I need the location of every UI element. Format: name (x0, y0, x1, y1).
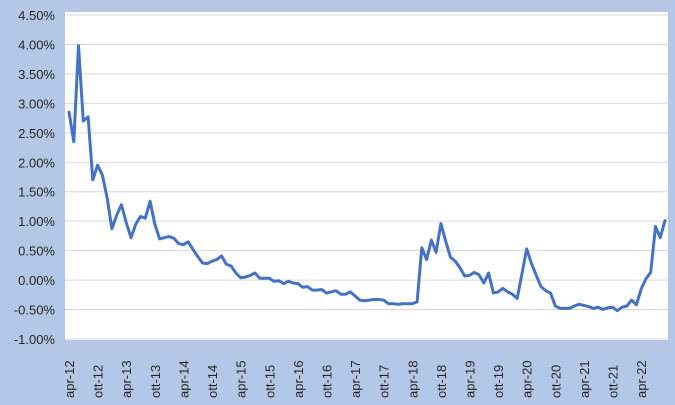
y-axis-tick-labels: 4.50% 4.00% 3.50% 3.00% 2.50% 2.00% 1.50% 1.00%… (14, 8, 56, 347)
plot-area (65, 12, 668, 340)
series-layer (67, 44, 667, 313)
x-tick-label: apr-12 (62, 360, 77, 398)
gridlines (65, 14, 668, 340)
x-tick-label: apr-20 (520, 360, 535, 398)
x-tick-label: apr-22 (634, 360, 649, 398)
y-tick-label: 0.50% (18, 244, 55, 259)
x-tick-label: apr-15 (234, 360, 249, 398)
y-tick-label: 2.50% (18, 126, 55, 141)
x-tick-label: apr-13 (119, 360, 134, 398)
x-tick-label: ott-12 (91, 365, 106, 398)
y-tick-label: 3.00% (18, 96, 55, 111)
x-axis-tick-labels: apr-12 ott-12 apr-13 ott-13 apr-14 ott-14 apr-… (62, 360, 649, 398)
y-tick-label: 1.00% (18, 214, 55, 229)
y-tick-label: 1.50% (18, 185, 55, 200)
x-tick-label: ott-13 (148, 365, 163, 398)
x-tick-label: ott-14 (205, 365, 220, 398)
x-tick-label: apr-19 (463, 360, 478, 398)
x-tick-label: ott-21 (606, 365, 621, 398)
x-tick-label: apr-14 (176, 360, 191, 398)
y-tick-label: -0.50% (14, 303, 56, 318)
x-tick-label: apr-16 (291, 360, 306, 398)
y-tick-label: 4.50% (18, 8, 55, 23)
x-tick-label: apr-18 (405, 360, 420, 398)
x-tick-label: apr-17 (348, 360, 363, 398)
x-tick-label: ott-17 (377, 365, 392, 398)
x-tick-label: ott-20 (548, 365, 563, 398)
y-tick-label: 4.00% (18, 37, 55, 52)
x-tick-label: ott-16 (319, 365, 334, 398)
y-tick-label: 2.00% (18, 155, 55, 170)
y-tick-label: 3.50% (18, 67, 55, 82)
y-tick-label: -1.00% (14, 332, 56, 347)
x-tick-label: apr-21 (577, 360, 592, 398)
x-tick-label: ott-15 (262, 365, 277, 398)
y-tick-label: 0.00% (18, 273, 55, 288)
series-line (67, 44, 667, 313)
x-tick-label: ott-19 (491, 365, 506, 398)
x-tick-label: ott-18 (434, 365, 449, 398)
